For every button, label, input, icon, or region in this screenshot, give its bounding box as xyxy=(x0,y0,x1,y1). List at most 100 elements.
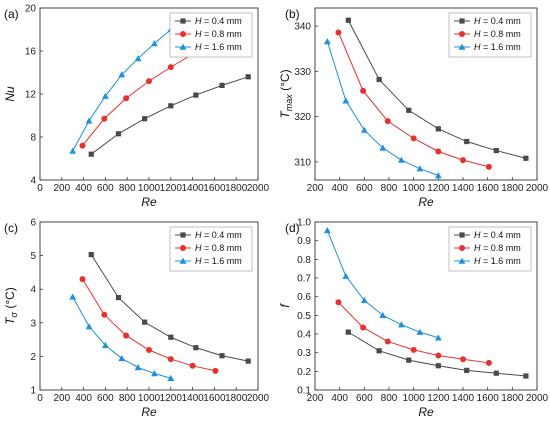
series-2 xyxy=(69,26,175,154)
x-tick-label: 400 xyxy=(331,183,348,194)
legend-marker xyxy=(180,232,186,238)
y-tick-label: 3 xyxy=(30,318,36,329)
y-tick-label: 12 xyxy=(25,90,37,101)
x-tick-label: 1600 xyxy=(477,183,500,194)
x-tick-label: 1400 xyxy=(452,183,475,194)
x-tick-label: 200 xyxy=(53,183,70,194)
y-tick-label: 2 xyxy=(30,352,36,363)
data-point xyxy=(397,156,405,163)
data-point xyxy=(416,165,424,172)
legend-label: H = 1.6 mm xyxy=(474,42,521,52)
data-point xyxy=(123,332,130,339)
x-tick-label: 2000 xyxy=(526,183,549,194)
panel-label: (b) xyxy=(285,7,300,21)
legend-marker xyxy=(180,245,186,251)
data-point xyxy=(335,299,342,306)
data-point xyxy=(360,126,368,133)
y-tick-label: 16 xyxy=(25,47,37,58)
data-point xyxy=(464,367,470,373)
x-tick-label: 1200 xyxy=(160,393,183,404)
data-point xyxy=(376,76,382,83)
data-point xyxy=(434,172,442,179)
x-tick-label: 600 xyxy=(97,183,114,194)
x-tick-label: 1800 xyxy=(501,393,524,404)
data-point xyxy=(151,40,158,47)
data-point xyxy=(219,353,225,359)
data-point xyxy=(323,227,331,234)
series-1 xyxy=(335,29,492,170)
y-tick-label: 320 xyxy=(294,112,311,123)
series-2 xyxy=(69,293,175,381)
x-axis-label: Re xyxy=(141,405,157,419)
y-axis-label: f xyxy=(278,303,292,308)
chart-panel-1: (b) 200 400 600 800 1000 1200 1400 1600 1800 2000 3… xyxy=(278,7,549,209)
data-point xyxy=(342,97,350,104)
plot-frame xyxy=(314,7,538,181)
series-line xyxy=(326,230,439,339)
data-point xyxy=(493,147,499,154)
y-tick-label: 310 xyxy=(294,157,311,168)
x-tick-label: 1000 xyxy=(403,393,426,404)
data-point xyxy=(493,370,499,376)
series-1 xyxy=(335,299,492,366)
series-0 xyxy=(88,74,251,157)
series-line xyxy=(72,29,172,152)
y-tick-label: 4 xyxy=(30,285,36,296)
series-line xyxy=(326,41,439,176)
x-tick-label: 600 xyxy=(97,393,114,404)
data-point xyxy=(219,82,225,88)
x-tick-label: 400 xyxy=(331,393,348,404)
legend-label: H = 0.4 mm xyxy=(474,230,521,240)
x-tick-label: 800 xyxy=(119,393,136,404)
data-point xyxy=(245,358,251,364)
data-point xyxy=(85,117,93,124)
y-tick-label: 0.1 xyxy=(297,386,311,397)
x-tick-label: 0 xyxy=(37,183,43,194)
legend-marker xyxy=(180,31,186,37)
data-point xyxy=(168,334,174,340)
legend-marker xyxy=(459,31,465,37)
y-tick-label: 6 xyxy=(30,218,36,229)
legend-label: H = 0.4 mm xyxy=(474,16,521,26)
y-tick-label: 5 xyxy=(30,251,36,262)
x-tick-label: 1000 xyxy=(403,183,426,194)
y-tick-label: 0.2 xyxy=(297,367,311,378)
data-point xyxy=(101,311,108,318)
x-tick-label: 1600 xyxy=(203,393,226,404)
data-point xyxy=(434,334,442,341)
series-line xyxy=(338,301,489,364)
x-tick-label: 800 xyxy=(381,183,398,194)
legend: H = 0.4 mm H = 0.8 mm H = 1.6 mm xyxy=(169,12,253,58)
data-point xyxy=(88,251,94,258)
legend: H = 0.4 mm H = 0.8 mm H = 1.6 mm xyxy=(448,12,532,58)
series-1 xyxy=(79,276,219,374)
y-axis-label: Tmax (°C) xyxy=(278,69,294,118)
series-0 xyxy=(345,329,529,379)
data-point xyxy=(384,118,391,125)
data-point xyxy=(360,324,367,331)
y-tick-label: 0.8 xyxy=(297,255,311,266)
data-point xyxy=(379,311,387,319)
legend-label: H = 1.6 mm xyxy=(195,42,242,52)
data-point xyxy=(410,135,417,142)
data-point xyxy=(523,373,529,379)
y-tick-label: 0.9 xyxy=(297,236,311,247)
y-tick-label: 0.5 xyxy=(297,311,311,322)
data-point xyxy=(142,116,148,122)
data-point xyxy=(360,87,367,94)
data-point xyxy=(342,272,350,279)
y-tick-label: 0.3 xyxy=(297,348,311,359)
data-point xyxy=(376,348,382,354)
panel-label: (a) xyxy=(4,7,19,21)
x-tick-label: 1200 xyxy=(160,183,183,194)
data-point xyxy=(435,363,441,369)
x-axis-label: Re xyxy=(141,195,157,209)
y-axis-label: Tσ (°C) xyxy=(3,287,19,325)
data-point xyxy=(335,29,342,36)
legend-marker xyxy=(180,18,186,24)
data-point xyxy=(189,362,196,369)
data-point xyxy=(115,131,122,137)
data-point xyxy=(69,293,77,300)
